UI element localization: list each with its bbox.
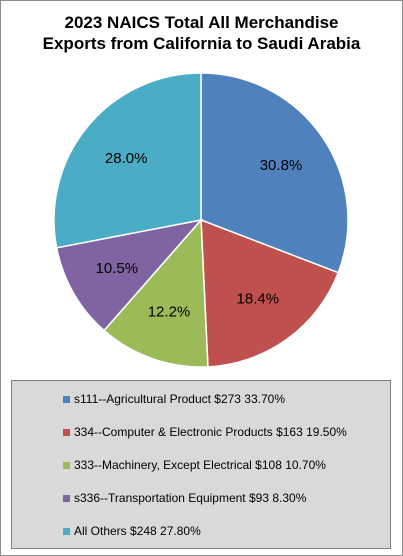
- pie-data-label-2: 18.4%: [237, 291, 280, 308]
- pie-slice-1: [200, 72, 349, 274]
- chart-title-line-2: Exports from California to Saudi Arabia: [42, 34, 361, 53]
- pie-slice-3: [102, 218, 209, 368]
- legend-label-3: 333--Machinery, Except Electrical $108 1…: [74, 458, 326, 472]
- legend-swatch-2: [63, 428, 70, 436]
- pie-labels: 30.8% 18.4% 12.2% 10.5% 28.0%: [96, 150, 303, 320]
- pie-slices: [53, 72, 349, 368]
- legend-label-2: 334--Computer & Electronic Products $163…: [74, 425, 347, 439]
- pie-data-label-4: 10.5%: [96, 260, 139, 277]
- pie-slice-5: [53, 72, 202, 249]
- pie-data-label-3: 12.2%: [148, 304, 191, 321]
- legend-swatch-3: [63, 461, 70, 469]
- chart-legend: s111--Agricultural Product $273 33.70% 33…: [11, 380, 391, 549]
- pie-slice-4: [55, 218, 204, 332]
- legend-item-4: s336--Transportation Equipment $93 8.30%: [63, 490, 306, 506]
- legend-item-1: s111--Agricultural Product $273 33.70%: [63, 391, 285, 407]
- legend-label-5: All Others $248 27.80%: [74, 524, 201, 538]
- legend-item-5: All Others $248 27.80%: [63, 523, 201, 539]
- legend-swatch-4: [63, 494, 70, 502]
- legend-item-3: 333--Machinery, Except Electrical $108 1…: [63, 457, 326, 473]
- legend-item-2: 334--Computer & Electronic Products $163…: [63, 424, 347, 440]
- chart-title: 2023 NAICS Total All Merchandise Exports…: [1, 12, 402, 54]
- pie-data-label-1: 30.8%: [260, 157, 303, 174]
- legend-label-4: s336--Transportation Equipment $93 8.30%: [74, 491, 307, 505]
- legend-swatch-1: [63, 395, 70, 403]
- chart-title-line-1: 2023 NAICS Total All Merchandise: [64, 13, 339, 32]
- legend-swatch-5: [63, 527, 70, 535]
- pie-chart: 30.8% 18.4% 12.2% 10.5% 28.0%: [53, 72, 349, 368]
- pie-slice-2: [200, 218, 340, 368]
- pie-data-label-5: 28.0%: [105, 150, 148, 167]
- legend-label-1: s111--Agricultural Product $273 33.70%: [74, 392, 286, 406]
